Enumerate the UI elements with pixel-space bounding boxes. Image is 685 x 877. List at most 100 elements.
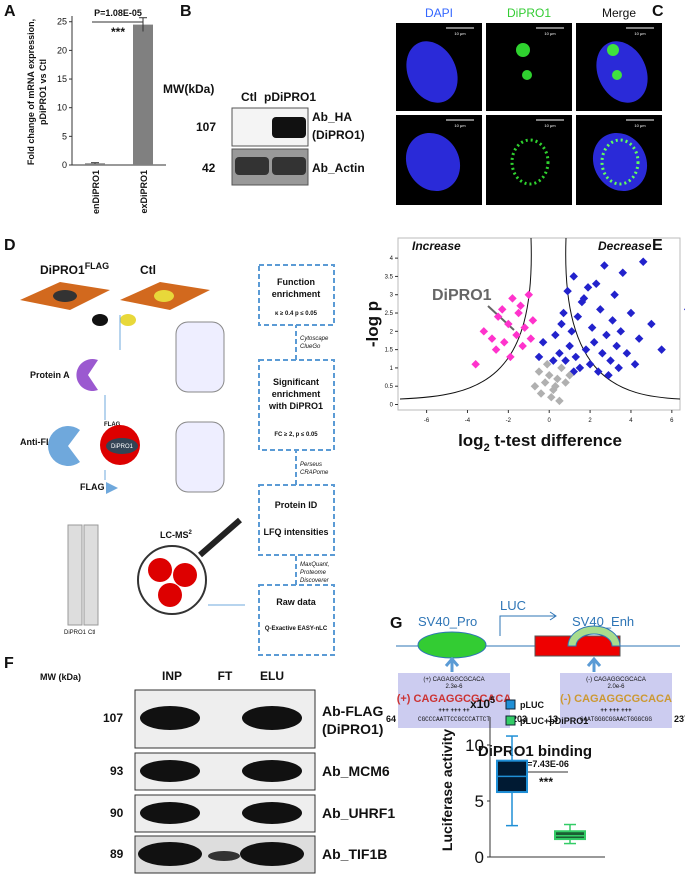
point	[549, 356, 558, 365]
point	[657, 345, 666, 354]
lysate	[92, 314, 108, 326]
tool: MaxQuant,	[300, 562, 329, 568]
label: FLAG	[80, 482, 105, 492]
point	[559, 308, 568, 318]
sequence: CGCCCAATTCCGCCCATTCT	[418, 716, 490, 723]
point	[491, 345, 501, 354]
label: FLAG	[104, 422, 121, 428]
y-tick-label: 10	[465, 736, 484, 755]
point	[471, 360, 480, 369]
band	[235, 157, 269, 175]
step-criteria: FC ≥ 2, p ≤ 0.05	[274, 432, 318, 438]
y-tick-label: 5	[475, 792, 484, 811]
step-title: enrichment	[272, 389, 321, 399]
point	[524, 290, 534, 299]
point	[604, 370, 613, 380]
legend-swatch	[505, 715, 516, 726]
step-title: Protein ID	[275, 500, 318, 510]
tube	[175, 421, 225, 493]
scale-label: 10 μm	[544, 31, 556, 36]
point	[557, 319, 566, 329]
label: Anti-FLAG	[20, 437, 65, 447]
y-tick-label: 20	[57, 45, 67, 55]
lane-label: INP	[162, 669, 182, 683]
cells	[53, 290, 77, 302]
lysate	[120, 314, 136, 326]
threshold-curve	[565, 237, 681, 400]
band	[140, 706, 200, 730]
y-tick-label: 2	[390, 329, 394, 335]
scale-label: 10 μm	[634, 123, 646, 128]
point	[608, 316, 617, 325]
point	[506, 352, 515, 362]
panel-a: Fold change of mRNA expression, pDiPRO1 …	[26, 8, 166, 214]
tool: ClueGo	[300, 344, 321, 350]
point	[551, 381, 560, 391]
label: LC-MS	[160, 530, 189, 540]
antibody	[48, 425, 80, 466]
point	[598, 349, 607, 358]
point	[573, 312, 583, 321]
label: Ctl	[140, 263, 156, 277]
panel-letter: F	[4, 655, 14, 672]
point	[589, 338, 599, 347]
position: 237	[674, 714, 685, 724]
point	[534, 367, 544, 376]
bead	[158, 583, 182, 607]
point	[551, 330, 560, 340]
motif-logo: (+) CAGAGGCGCACA	[397, 693, 512, 705]
point	[579, 294, 589, 303]
legend-swatch	[505, 699, 516, 710]
panel-letter: B	[180, 3, 192, 20]
element-label: SV40_Pro	[418, 614, 477, 629]
point	[514, 308, 523, 318]
panel-letter: E	[652, 237, 663, 254]
point	[536, 389, 546, 398]
x-tick-label: -2	[506, 418, 512, 424]
arrow	[499, 611, 557, 636]
label: LC-MS2	[160, 530, 193, 540]
point	[634, 334, 644, 343]
point	[538, 338, 548, 347]
mw: 107	[103, 711, 123, 725]
panel-letter: A	[4, 3, 16, 20]
y-tick-label: 10	[57, 103, 67, 113]
x-axis-label: 2	[484, 442, 490, 454]
step-criteria: LFQ intensities	[263, 527, 328, 537]
motif-logo: (-) CAGAGGCGCACA	[560, 693, 672, 705]
image	[486, 115, 572, 205]
y-tick-label: 0	[62, 160, 67, 170]
band	[272, 117, 306, 138]
point	[565, 341, 574, 351]
point	[647, 319, 656, 329]
scale-bars: 10 μm 10 μm 10 μm 10 μm 10 μm 10 μm	[446, 27, 654, 128]
element-label: LUC	[500, 598, 526, 613]
point	[587, 323, 597, 332]
sequence: GAATGGGCGGAACTGGGCGG	[580, 716, 652, 723]
position: 203	[512, 714, 527, 724]
step-title: Raw data	[276, 597, 317, 607]
band	[272, 157, 306, 175]
y-axis-label: pDiPRO1 vs Ctl	[38, 59, 48, 125]
position: 13	[548, 714, 558, 724]
step-title: Function	[277, 277, 315, 287]
y-tick-label: 0.5	[385, 384, 394, 390]
antibody: Ab-FLAG	[322, 703, 384, 719]
panel-luciferase: x105 Luciferase activity P=7.43E-06 *** …	[439, 695, 605, 867]
mw: 90	[110, 806, 124, 820]
mw-label: MW (kDa)	[40, 672, 81, 682]
point	[508, 294, 517, 303]
point	[557, 363, 566, 373]
panel-letter: G	[390, 615, 402, 632]
point	[594, 367, 603, 376]
motif-header: (-) CAGAGGCGCACA	[586, 677, 646, 683]
point	[638, 257, 648, 267]
point	[575, 363, 585, 373]
lane-label: Ctl	[241, 90, 257, 104]
annotation: P=1.08E-05	[94, 8, 142, 18]
x-tick-label: -6	[424, 418, 430, 424]
point	[567, 327, 576, 336]
panel-letter: D	[4, 237, 16, 254]
motif-box	[560, 673, 672, 728]
